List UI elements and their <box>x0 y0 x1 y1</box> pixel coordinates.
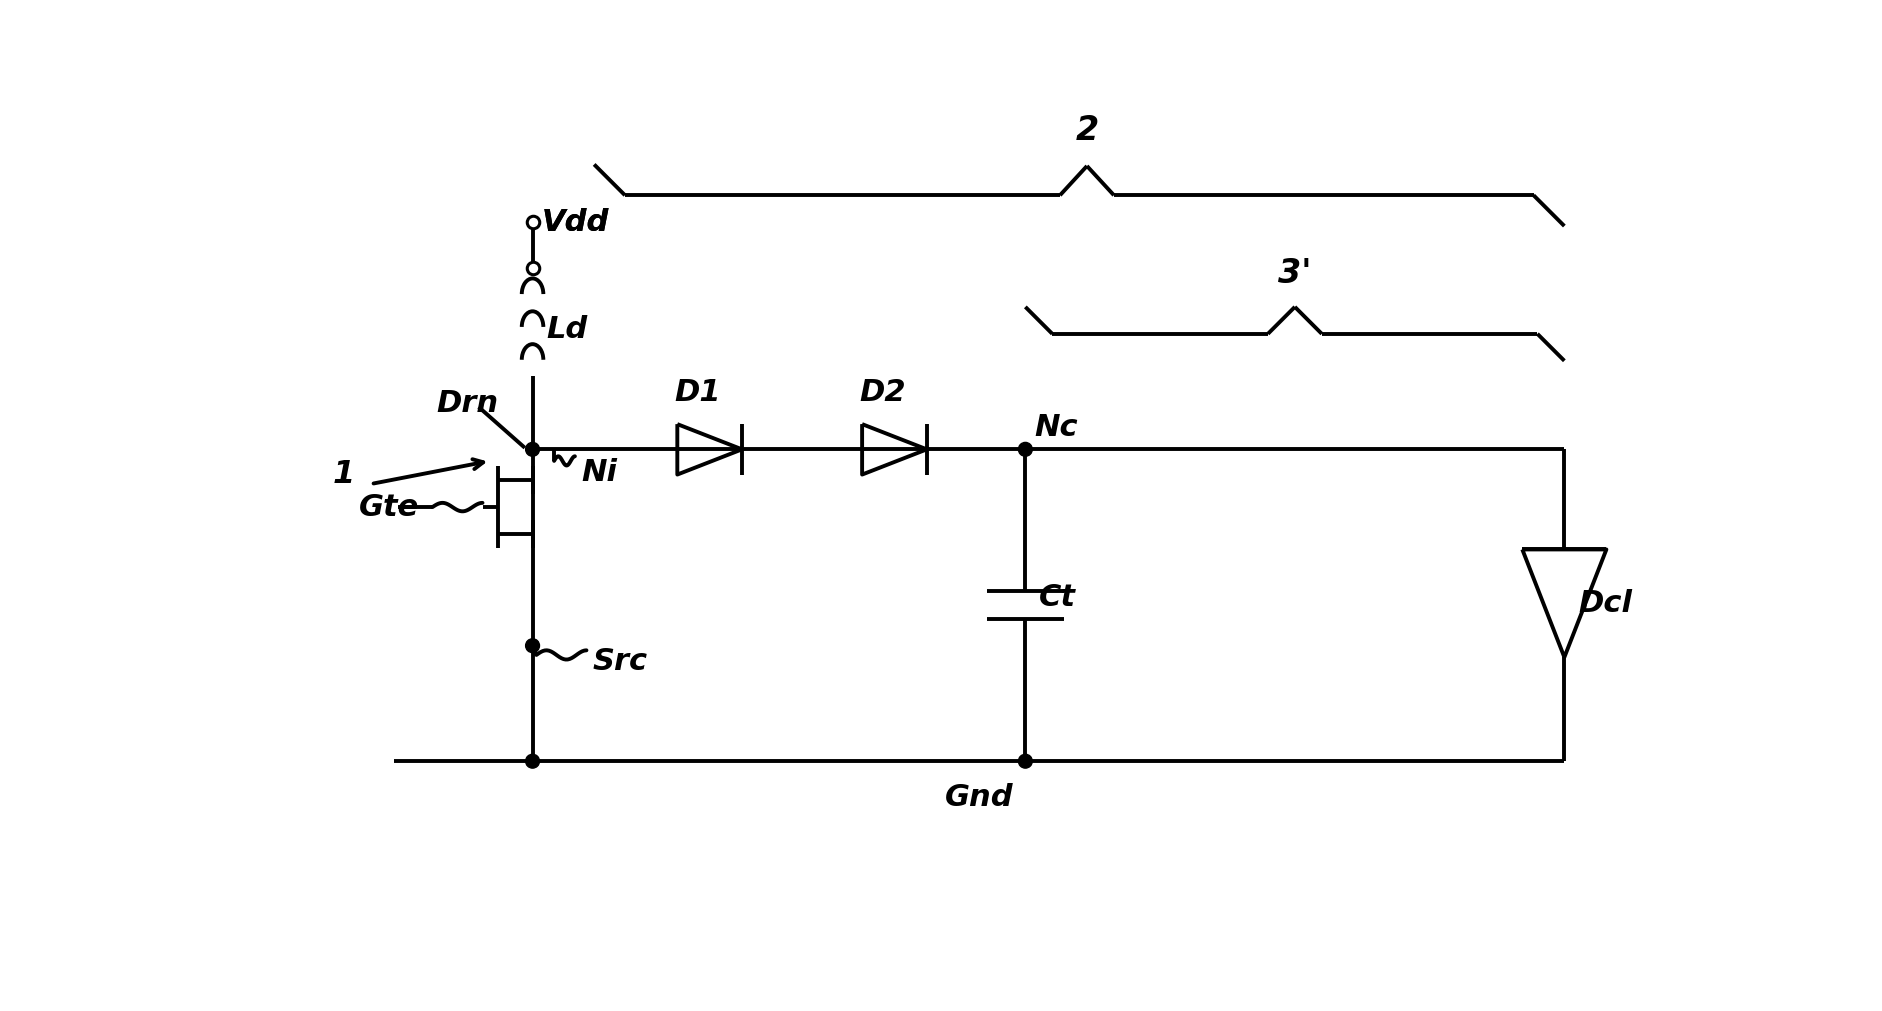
Text: 2: 2 <box>1075 113 1099 147</box>
Text: Src: Src <box>593 647 647 675</box>
Circle shape <box>525 639 540 653</box>
Text: Vdd: Vdd <box>542 207 610 237</box>
Circle shape <box>525 754 540 768</box>
Text: D1: D1 <box>676 378 721 407</box>
Text: Vdd: Vdd <box>542 207 610 237</box>
Text: Gte: Gte <box>359 492 420 522</box>
Text: D2: D2 <box>860 378 907 407</box>
Text: Drn: Drn <box>437 388 499 418</box>
Text: 1: 1 <box>333 459 356 490</box>
Text: Nc: Nc <box>1035 412 1078 442</box>
Text: Gnd: Gnd <box>945 783 1014 812</box>
Circle shape <box>1018 443 1033 456</box>
Text: Ni: Ni <box>582 458 617 487</box>
Text: Ld: Ld <box>546 315 587 345</box>
Text: Ct: Ct <box>1039 583 1077 612</box>
Text: Dcl: Dcl <box>1579 588 1632 618</box>
Circle shape <box>1018 754 1033 768</box>
Circle shape <box>525 443 540 456</box>
Text: 3': 3' <box>1278 257 1312 290</box>
